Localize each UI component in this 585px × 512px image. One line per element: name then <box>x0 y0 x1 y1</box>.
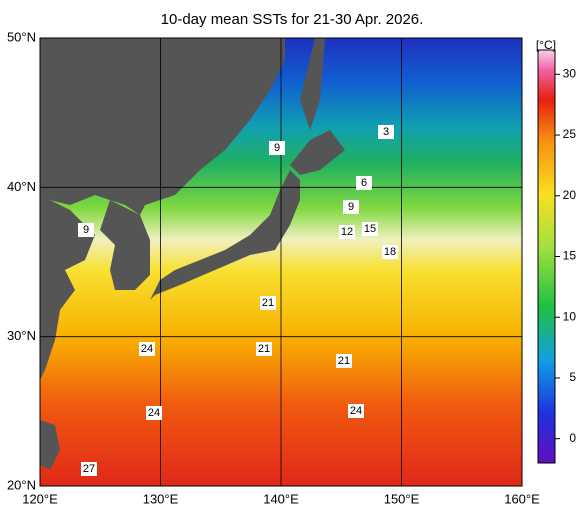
lat-label: 50°N <box>7 29 36 44</box>
contour-label: 27 <box>83 463 95 475</box>
map-frame <box>39 37 523 487</box>
contour-label: 21 <box>338 355 350 367</box>
contour-label-box <box>378 125 394 139</box>
colorbar-tick-label: 15 <box>563 249 577 263</box>
contour-label-box <box>348 404 364 418</box>
land <box>40 195 95 380</box>
contour-label-box <box>343 200 359 214</box>
contour-label: 24 <box>350 405 362 417</box>
contour-label: 24 <box>148 407 160 419</box>
contour-label: 18 <box>384 246 396 258</box>
contour-label: 6 <box>361 177 367 189</box>
lon-label: 130°E <box>143 491 179 506</box>
contour-label: 9 <box>274 142 280 154</box>
colorbar-tick-label: 5 <box>569 370 576 384</box>
contour-label: 21 <box>262 297 274 309</box>
contour-label-box <box>362 222 378 236</box>
colorbar-unit: [°C] <box>536 38 556 52</box>
colorbar-tick-label: 20 <box>563 188 577 202</box>
land <box>40 420 60 470</box>
land <box>150 170 300 300</box>
contour-label-box <box>260 296 276 310</box>
contour-label-box <box>81 462 97 476</box>
lon-label: 140°E <box>263 491 299 506</box>
colorbar <box>537 49 556 464</box>
contour-label: 24 <box>141 343 153 355</box>
contour-label: 15 <box>364 223 376 235</box>
colorbar-tick-label: 0 <box>569 431 576 445</box>
lon-label: 120°E <box>22 491 58 506</box>
lat-label: 40°N <box>7 179 36 194</box>
contour-label-box <box>256 342 272 356</box>
lon-label: 160°E <box>504 491 540 506</box>
contour-label: 21 <box>258 343 270 355</box>
contour-label: 12 <box>341 226 353 238</box>
contour-label-box <box>336 354 352 368</box>
contour-label-box <box>78 223 94 237</box>
contour-label-box <box>382 245 398 259</box>
land <box>300 38 325 130</box>
contour-label-box <box>269 141 285 155</box>
contour-label: 9 <box>83 224 89 236</box>
lat-label: 30°N <box>7 328 36 343</box>
land <box>100 200 150 290</box>
land <box>40 38 285 215</box>
land <box>290 130 345 175</box>
contour-label-box <box>339 225 355 239</box>
contour-label-box <box>139 342 155 356</box>
colorbar-tick-label: 30 <box>563 66 577 80</box>
contour-label: 3 <box>383 126 389 138</box>
contour-label: 9 <box>348 201 354 213</box>
contour-label-box <box>146 406 162 420</box>
map-title: 10-day mean SSTs for 21-30 Apr. 2026. <box>161 11 424 28</box>
lat-label: 20°N <box>7 477 36 492</box>
colorbar-tick-label: 10 <box>563 309 577 323</box>
map-area <box>39 37 523 487</box>
contour-label-box <box>356 176 372 190</box>
lon-label: 150°E <box>384 491 420 506</box>
colorbar-tick-label: 25 <box>563 127 577 141</box>
